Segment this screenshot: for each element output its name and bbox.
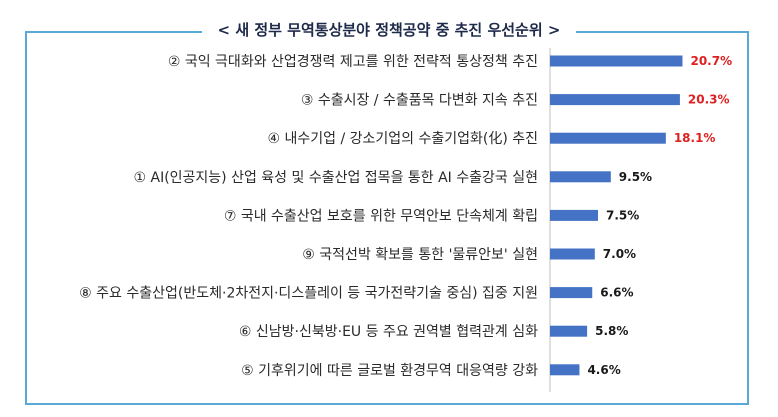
- bar: [550, 325, 588, 337]
- chart-title: < 새 정부 무역통상분야 정책공약 중 추진 우선순위 >: [201, 16, 577, 44]
- category-label: ⑧ 주요 수출산업(반도체·2차전지·디스플레이 등 국가전략기술 중심) 집중…: [79, 286, 538, 302]
- bar: [550, 209, 598, 221]
- bar: [550, 132, 666, 144]
- category-label: ④ 내수기업 / 강소기업의 수출기업화(化) 추진: [267, 131, 538, 147]
- category-label: ⑨ 국적선박 확보를 통한 '물류안보' 실현: [302, 247, 538, 263]
- bar: [550, 55, 683, 67]
- bar: [550, 287, 593, 299]
- category-label: ② 국익 극대화와 산업경쟁력 제고를 위한 전략적 통상정책 추진: [168, 54, 538, 70]
- data-label: 7.0%: [603, 247, 636, 261]
- bar: [550, 171, 611, 183]
- category-label: ③ 수출시장 / 수출품목 다변화 지속 추진: [301, 93, 538, 109]
- category-label: ⑤ 기후위기에 따른 글로벌 환경무역 대응역량 강화: [241, 363, 538, 379]
- data-label: 20.3%: [688, 93, 730, 107]
- category-label: ⑥ 신남방·신북방·EU 등 주요 권역별 협력관계 심화: [239, 324, 538, 340]
- data-label: 5.8%: [595, 324, 628, 338]
- data-label: 6.6%: [600, 286, 633, 300]
- data-label: 7.5%: [606, 208, 639, 222]
- data-label: 9.5%: [619, 170, 652, 184]
- bar: [550, 248, 595, 260]
- data-label: 20.7%: [690, 54, 732, 68]
- bar: [550, 364, 580, 376]
- category-label: ⑦ 국내 수출산업 보호를 위한 무역안보 단속체계 확립: [224, 208, 538, 224]
- data-label: 4.6%: [587, 363, 620, 377]
- data-label: 18.1%: [674, 131, 716, 145]
- bar: [550, 94, 680, 106]
- category-label: ① AI(인공지능) 산업 육성 및 수출산업 접목을 통한 AI 수출강국 실…: [133, 170, 538, 186]
